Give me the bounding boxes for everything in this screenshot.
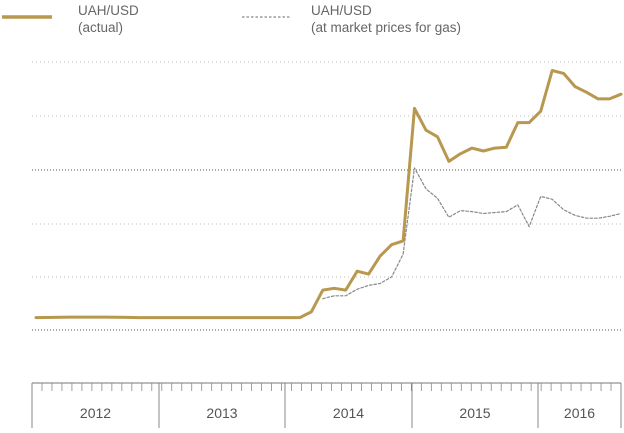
series-layer (34, 69, 623, 320)
x-tick-label: 2012 (80, 405, 111, 421)
x-axis: 2012 2013 2014 2015 2016 (31, 382, 622, 428)
series-line-market-gas (322, 167, 622, 300)
legend: UAH/USD (actual) UAH/USD (at market prices … (2, 3, 461, 35)
legend-label: UAH/USD (at market prices for gas) (311, 3, 461, 35)
x-tick-label: 2013 (206, 405, 237, 421)
x-tick-label: 2015 (459, 405, 490, 421)
series-line-actual (34, 69, 623, 320)
x-tick-label: 2014 (333, 405, 364, 421)
legend-label: UAH/USD (actual) (78, 3, 139, 35)
x-tick-label: 2016 (564, 405, 595, 421)
gridlines (32, 61, 621, 331)
